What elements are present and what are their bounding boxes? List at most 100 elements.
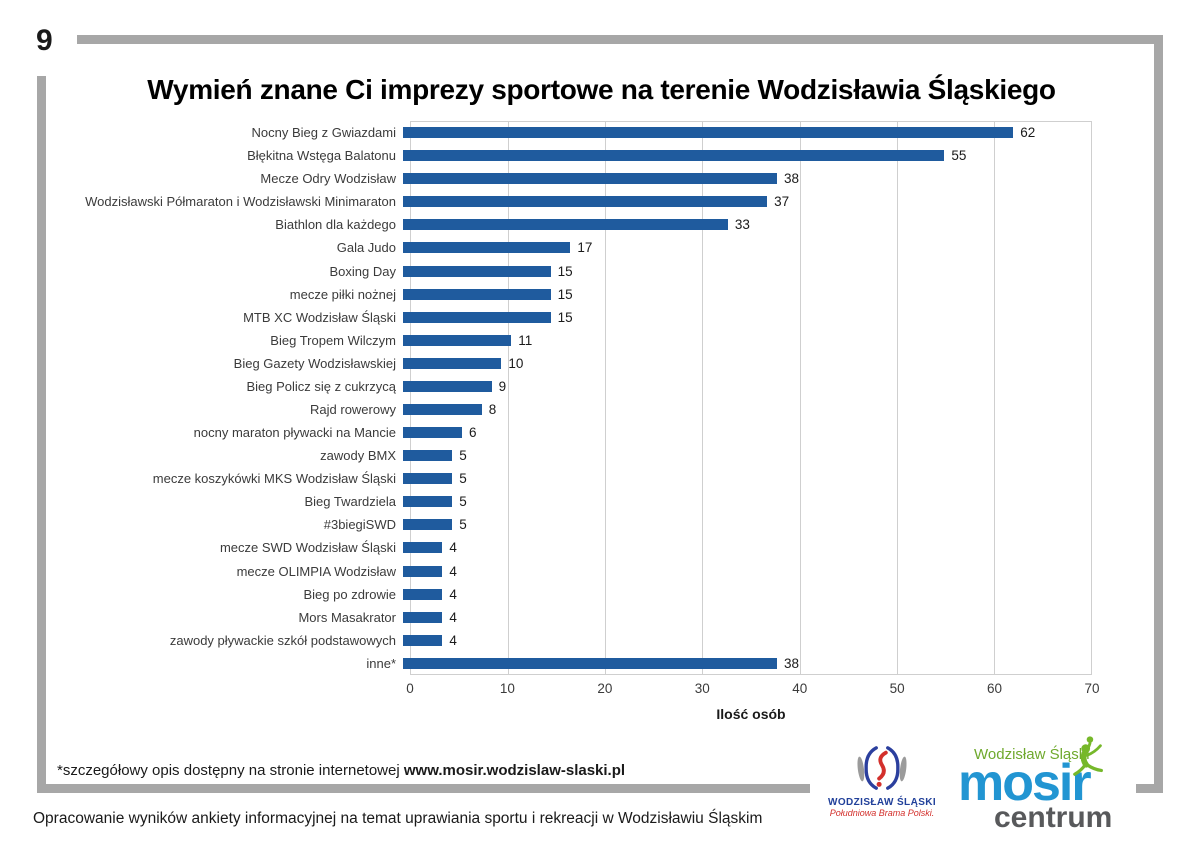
category-label: Mecze Odry Wodzisław [260,171,396,187]
city-logo: WODZISŁAW ŚLĄSKI Południowa Brama Polski… [828,744,936,818]
bar-track: 15 [403,306,1092,329]
value-label: 17 [577,240,593,256]
x-tick-label: 20 [597,681,613,696]
value-label: 4 [449,586,457,602]
footnote-url: www.mosir.wodzislaw-slaski.pl [403,762,626,779]
chart-row: mecze OLIMPIA Wodzisław 4 [50,559,1092,582]
bar [403,519,453,531]
value-label: 38 [784,171,800,187]
bar-track: 8 [403,398,1092,421]
bar [403,334,512,346]
x-tick-label: 60 [987,681,1003,696]
chart-row: zawody BMX 5 [50,444,1092,467]
bar-track: 5 [403,444,1092,467]
x-tick-label: 50 [889,681,905,696]
value-label: 38 [784,655,800,671]
bar-track: 38 [403,652,1092,675]
bar-track: 33 [403,213,1092,236]
bar [403,496,453,508]
bar-track: 55 [403,144,1092,167]
category-label: Bieg Gazety Wodzisławskiej [233,355,396,371]
bar-track: 10 [403,352,1092,375]
mosir-logo-city-text: Wodzisław Śląski [974,746,1090,763]
bar [403,403,482,415]
bar [403,427,463,439]
bar-track: 15 [403,259,1092,282]
bar-track: 4 [403,606,1092,629]
bar [403,657,778,669]
frame-border-left [37,76,46,793]
category-label: zawody BMX [320,448,396,464]
chart-row: mecze koszykówki MKS Wodzisław Śląski 5 [50,467,1092,490]
category-label: mecze SWD Wodzisław Śląski [219,540,396,556]
value-label: 4 [449,632,457,648]
x-tick-label: 40 [792,681,808,696]
gridline [605,122,607,674]
chart-row: Wodzisławski Półmaraton i Wodzisławski M… [50,190,1092,213]
category-label: Gala Judo [336,240,396,256]
category-label: Bieg Twardziela [304,494,396,510]
bar-track: 9 [403,375,1092,398]
mosir-logo: Wodzisław Śląski mosir centrum [958,736,1143,833]
gridline [702,122,704,674]
value-label: 11 [518,332,533,348]
bar-track: 11 [403,329,1092,352]
value-label: 5 [459,517,467,533]
chart-row: Mecze Odry Wodzisław 38 [50,167,1092,190]
category-label: Nocny Bieg z Gwiazdami [251,125,397,141]
bar [403,127,1014,139]
footnote: *szczegółowy opis dostępny na stronie in… [57,762,625,779]
value-label: 55 [951,148,967,164]
category-label: #3biegiSWD [323,517,396,533]
bar [403,242,571,254]
bar-track: 62 [403,121,1092,144]
bar [403,357,502,369]
bar [403,288,551,300]
frame-border-bottom-left [37,784,810,793]
value-label: 9 [498,378,507,394]
chart-row: Bieg Gazety Wodzisławskiej 10 [50,352,1092,375]
category-label: Mors Masakrator [298,609,396,625]
category-label: mecze koszykówki MKS Wodzisław Śląski [152,471,396,487]
category-label: Biathlon dla każdego [275,217,396,233]
bar [403,150,945,162]
chart-row: Mors Masakrator 4 [50,606,1092,629]
chart-row: Nocny Bieg z Gwiazdami 62 [50,121,1092,144]
value-label: 37 [774,194,790,210]
bar-track: 5 [403,467,1092,490]
value-label: 5 [459,494,467,510]
chart-row: nocny maraton pływacki na Mancie 6 [50,421,1092,444]
gridline [799,122,801,674]
chart-title: Wymień znane Ci imprezy sportowe na tere… [147,74,1056,105]
category-label: Wodzisławski Półmaraton i Wodzisławski M… [85,194,396,210]
bar-track: 4 [403,536,1092,559]
category-label: Błękitna Wstęga Balatonu [247,148,396,164]
chart-row: zawody pływackie szkół podstawowych 4 [50,629,1092,652]
value-label: 4 [449,540,457,556]
frame-border-right [1154,35,1163,793]
bar [403,219,728,231]
x-tick-label: 10 [499,681,515,696]
value-label: 10 [508,355,524,371]
bar-track: 4 [403,559,1092,582]
city-logo-tagline: Południowa Brama Polski. [829,808,935,818]
page-number: 9 [36,24,53,57]
bar-chart: Nocny Bieg z Gwiazdami 62 Błękitna Wstęga … [50,121,1092,675]
bar-track: 38 [403,167,1092,190]
category-label: zawody pływackie szkół podstawowych [169,632,396,648]
city-logo-name: WODZISŁAW ŚLĄSKI [828,797,937,808]
bar-track: 37 [403,190,1092,213]
chart-row: Rajd rowerowy 8 [50,398,1092,421]
gridline [1091,122,1092,674]
chart-row: mecze SWD Wodzisław Śląski 4 [50,536,1092,559]
gridline [993,122,995,674]
gridline [508,122,510,674]
value-label: 15 [557,309,573,325]
category-label: mecze OLIMPIA Wodzisław [236,563,396,579]
value-label: 15 [557,286,573,302]
plot-area [410,121,1092,675]
x-tick-label: 0 [406,681,414,696]
mosir-wordmark: mosir [958,754,1092,812]
bar-track: 4 [403,629,1092,652]
x-tick-label: 30 [694,681,710,696]
